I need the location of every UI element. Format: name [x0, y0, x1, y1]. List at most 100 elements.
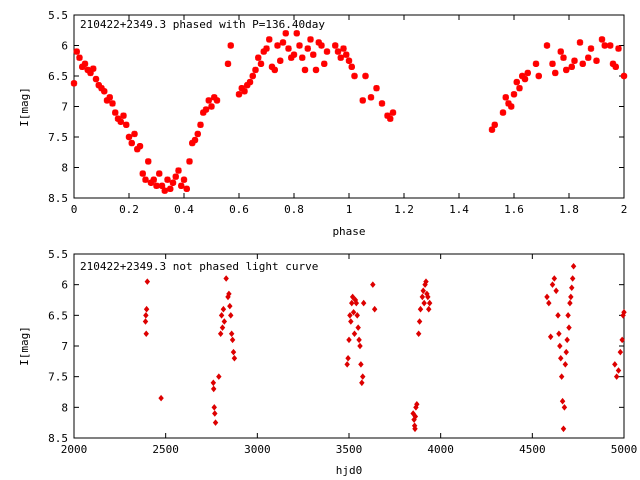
data-point — [426, 305, 432, 313]
data-point — [194, 130, 201, 138]
phased-y-axis-label: I[mag] — [18, 87, 31, 127]
data-point — [549, 281, 556, 288]
data-point — [263, 45, 270, 52]
data-point — [569, 284, 575, 291]
data-point — [109, 100, 116, 107]
data-point — [101, 88, 108, 95]
data-point — [343, 51, 350, 58]
data-point — [274, 42, 281, 49]
data-point — [244, 81, 251, 89]
data-point — [358, 361, 364, 368]
y-tick-label: 5.5 — [48, 248, 68, 261]
data-point — [136, 142, 144, 150]
data-point — [271, 66, 278, 74]
data-point — [513, 78, 520, 86]
data-point — [543, 42, 551, 49]
data-point — [555, 312, 561, 319]
data-point — [373, 85, 380, 92]
data-point — [167, 185, 174, 193]
data-point — [567, 299, 573, 307]
x-tick-label: 2000 — [61, 443, 88, 456]
data-point — [134, 146, 141, 153]
data-point — [425, 293, 431, 301]
x-tick-label: 4500 — [519, 443, 546, 456]
unphased-chart-title: 210422+2349.3 not phased light curve — [80, 260, 318, 273]
data-point — [145, 158, 152, 165]
data-point — [557, 342, 563, 350]
data-point — [347, 312, 353, 319]
data-point — [426, 299, 433, 307]
data-point — [73, 48, 80, 55]
data-point — [502, 94, 509, 101]
data-point — [565, 312, 571, 319]
data-point — [362, 72, 369, 80]
data-point — [519, 72, 526, 80]
data-point — [561, 404, 568, 411]
data-point — [585, 54, 592, 61]
data-point — [304, 45, 311, 52]
data-point — [103, 97, 111, 104]
data-point — [419, 293, 426, 301]
data-point — [246, 78, 254, 86]
data-point — [200, 109, 207, 116]
data-point — [98, 85, 105, 92]
data-point — [147, 179, 155, 186]
data-point — [172, 173, 179, 180]
data-point — [70, 80, 78, 87]
data-point — [563, 348, 569, 356]
data-point — [420, 287, 426, 295]
data-point — [210, 385, 217, 393]
data-point — [619, 336, 625, 344]
data-point — [524, 69, 531, 77]
data-point — [235, 91, 243, 98]
data-point — [553, 287, 559, 295]
x-tick-label: 1.8 — [559, 203, 579, 216]
data-point — [318, 42, 325, 49]
data-point — [558, 355, 564, 362]
x-tick-label: 3500 — [336, 443, 363, 456]
y-tick-label: 6.5 — [48, 70, 68, 83]
data-point — [609, 60, 617, 67]
phased-chart-title: 210422+2349.3 phased with P=136.40day — [80, 18, 325, 31]
data-point — [499, 109, 507, 116]
data-point — [255, 54, 262, 61]
data-point — [350, 309, 357, 316]
data-point — [90, 65, 97, 72]
data-point — [617, 348, 624, 356]
x-tick-label: 4000 — [427, 443, 454, 456]
data-point — [241, 88, 248, 95]
y-tick-label: 7 — [61, 340, 68, 353]
x-tick-label: 1.2 — [394, 203, 414, 216]
data-point — [169, 179, 177, 186]
phased-x-axis-label: phase — [332, 225, 365, 238]
data-point — [210, 379, 217, 387]
data-point — [307, 36, 314, 43]
data-point — [389, 109, 397, 116]
data-point — [219, 324, 226, 331]
data-point — [212, 410, 218, 417]
data-point — [277, 57, 284, 64]
data-point — [220, 305, 227, 313]
data-point — [332, 42, 339, 49]
data-point — [621, 309, 627, 316]
data-point — [228, 330, 235, 337]
data-point — [211, 94, 218, 101]
data-point — [378, 100, 386, 107]
data-point — [370, 281, 376, 288]
data-point — [412, 425, 418, 433]
data-point — [266, 36, 273, 43]
data-point — [351, 330, 358, 337]
data-point — [228, 312, 234, 319]
data-point — [414, 401, 420, 408]
data-point — [564, 336, 570, 344]
x-tick-label: 2 — [621, 203, 628, 216]
data-point — [562, 361, 569, 368]
data-point — [208, 103, 215, 110]
plot-frame — [73, 14, 625, 199]
x-tick-label: 0.4 — [174, 203, 194, 216]
data-point — [521, 75, 529, 83]
data-point — [212, 419, 219, 426]
data-point — [153, 182, 160, 189]
x-tick-label: 1 — [346, 203, 353, 216]
